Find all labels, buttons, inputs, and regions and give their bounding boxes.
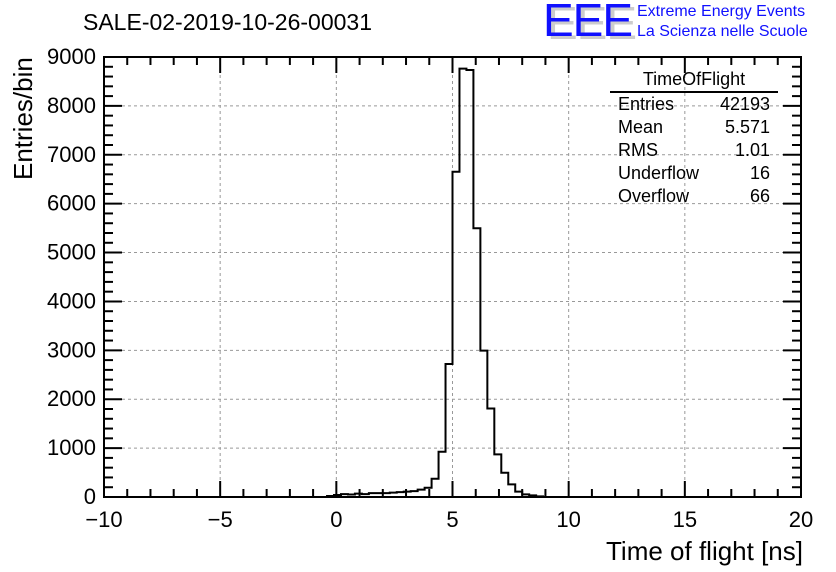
y-tick-label: 1000 (47, 435, 96, 460)
logo-text: Extreme Energy Events La Scienza nelle S… (637, 2, 808, 42)
x-tick-label: 10 (556, 507, 580, 532)
stats-title: TimeOfFlight (610, 68, 778, 93)
y-tick-label: 5000 (47, 240, 96, 265)
histogram-bin (487, 409, 494, 497)
histogram-line (326, 67, 545, 498)
stats-row: Mean 5.571 (610, 116, 778, 139)
y-tick-label: 4000 (47, 288, 96, 313)
x-tick-label: 15 (673, 507, 697, 532)
y-tick-label: 2000 (47, 386, 96, 411)
y-tick-label: 7000 (47, 142, 96, 167)
histogram-bin (494, 454, 501, 497)
stats-value: 42193 (719, 94, 770, 114)
histogram-bin (439, 452, 446, 497)
stats-value: 5.571 (724, 117, 770, 137)
histogram-bin (480, 351, 487, 497)
stats-row: Overflow 66 (610, 185, 778, 208)
eee-logo: EEE (543, 0, 633, 46)
histogram-bin (466, 70, 473, 497)
stats-row: Entries 42193 (610, 93, 778, 116)
stats-label: Underflow (618, 163, 700, 183)
histogram-bin (473, 228, 480, 497)
y-tick-label: 8000 (47, 93, 96, 118)
stats-label: Mean (618, 117, 664, 137)
histogram-bin (501, 473, 508, 497)
x-tick-label: 0 (330, 507, 342, 532)
x-tick-label: 5 (446, 507, 458, 532)
x-tick-label: −5 (208, 507, 233, 532)
x-tick-label: −10 (85, 507, 122, 532)
histogram-bin (453, 172, 460, 497)
histogram-bin (425, 488, 432, 497)
histogram-bin (446, 364, 453, 497)
histogram-bin (432, 479, 439, 497)
y-tick-label: 3000 (47, 337, 96, 362)
logo-line-2: La Scienza nelle Scuole (637, 23, 808, 40)
y-tick-label: 0 (84, 484, 96, 509)
histogram-bin (508, 484, 515, 497)
stats-box: TimeOfFlight Entries 42193 Mean 5.571 RMS 1.0… (610, 68, 778, 208)
stats-row: Underflow 16 (610, 162, 778, 185)
stats-value: 1.01 (734, 140, 770, 160)
histogram-bin (418, 490, 425, 497)
stats-value: 66 (749, 186, 770, 206)
x-axis-label: Time of flight [ns] (606, 536, 803, 566)
y-tick-label: 6000 (47, 191, 96, 216)
y-tick-label: 9000 (47, 44, 96, 69)
x-tick-label: 20 (789, 507, 813, 532)
stats-label: Overflow (618, 186, 690, 206)
stats-label: RMS (618, 140, 658, 160)
stats-value: 16 (749, 163, 770, 183)
histogram-bin (459, 69, 466, 497)
chart-title: SALE-02-2019-10-26-00031 (83, 9, 372, 35)
y-axis-label: Entries/bin (8, 57, 38, 180)
logo-line-1: Extreme Energy Events (637, 3, 806, 20)
stats-row: RMS 1.01 (610, 139, 778, 162)
stats-label: Entries (618, 94, 675, 114)
